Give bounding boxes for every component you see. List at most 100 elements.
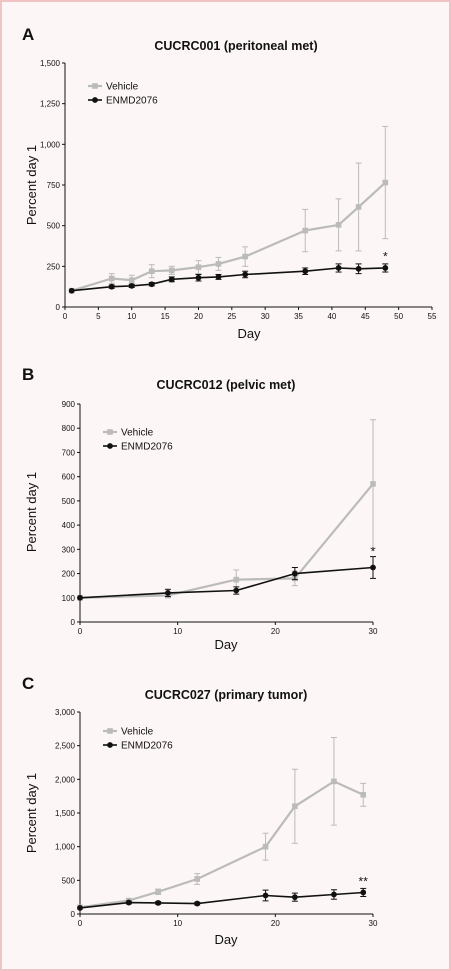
panel-c-enmd2076-line — [79, 891, 364, 909]
panel-b-letter: B — [22, 365, 34, 384]
panel-a-significance-marker: * — [383, 250, 388, 264]
panel-b-y-axis-label: Percent day 1 — [24, 472, 39, 552]
panel-a-enmd2076-point — [68, 287, 75, 294]
panel-c-enmd2076-point — [331, 891, 337, 898]
panel-b-enmd2076-point — [233, 587, 240, 594]
panel-b-enmd2076-point — [370, 564, 376, 571]
panel-c-vehicle-point — [360, 792, 367, 798]
panel-a-enmd2076-point — [355, 265, 362, 272]
panel-a-y-axis-label: Percent day 1 — [24, 145, 39, 225]
panel-a-x-axis-label: Day — [237, 326, 261, 341]
panel-a-legend-item: ENMD2076 — [88, 96, 158, 107]
panel-b-series-enmd2076 — [77, 556, 376, 601]
panel-c-legend-item: Vehicle — [103, 727, 154, 738]
panel-c-vehicle-point — [292, 803, 298, 810]
panel-a-x-tick-label: 40 — [327, 312, 336, 321]
panel-a-enmd2076-point — [128, 282, 135, 289]
panel-a-y-tick-label: 0 — [56, 303, 61, 312]
panel-c-series-vehicle — [77, 737, 367, 911]
panel-c-significance-marker: ** — [359, 875, 369, 889]
panel-a-vehicle-point — [302, 227, 309, 234]
panel-b-y-tick-label: 600 — [62, 473, 76, 482]
panel-b-x-tick-label: 0 — [78, 627, 83, 636]
panel-b-legend-item: Vehicle — [103, 428, 154, 439]
panel-a-enmd2076-point — [148, 281, 155, 288]
panel-c-y-tick-label: 2,500 — [55, 742, 76, 751]
panel-b-x-tick-label: 20 — [271, 627, 280, 636]
panel-c-enmd2076-point — [360, 889, 367, 896]
panel-a-enmd2076-point — [242, 271, 249, 278]
panel-c-vehicle-point — [155, 888, 161, 895]
panel-b-vehicle-line — [79, 483, 374, 599]
panel-b-legend-label: ENMD2076 — [121, 442, 173, 453]
panel-a-y-tick-label: 500 — [47, 222, 61, 231]
panel-a-enmd2076-point — [382, 265, 389, 271]
panel-b-vehicle-point — [233, 576, 240, 583]
panel-a-vehicle-line — [71, 181, 387, 292]
panel-c-vehicle-point — [194, 876, 200, 882]
panel-c-x-tick-label: 10 — [173, 919, 182, 928]
panel-a-vehicle-point — [195, 264, 202, 270]
panel-b-y-tick-label: 0 — [71, 618, 76, 627]
panel-b-legend-marker — [107, 443, 113, 449]
panel-a-enmd2076-point — [302, 268, 309, 275]
panel-a-vehicle-point — [148, 268, 155, 275]
panel-a-x-tick-label: 35 — [294, 312, 303, 321]
panel-a-y-tick-label: 1,250 — [40, 100, 61, 109]
panel-a-plot: 0 250 500 750 1,000 1,250 1,500 0 5 10 15 20 25 30 35 4… — [40, 59, 437, 321]
panel-a-x-tick-label: 20 — [194, 312, 203, 321]
panel-a-legend-label: Vehicle — [106, 82, 139, 93]
panel-c-y-tick-label: 1,500 — [55, 809, 76, 818]
panel-c-y-tick-label: 1,000 — [55, 843, 76, 852]
panel-c-enmd2076-point — [194, 900, 201, 907]
panel-a-legend-marker — [92, 83, 98, 89]
panel-b-y-tick-label: 100 — [62, 594, 76, 603]
panel-b-y-tick-label: 500 — [62, 497, 76, 506]
panel-c-x-axis-label: Day — [214, 932, 238, 947]
panel-c-title: CUCRC027 (primary tumor) — [145, 688, 308, 702]
panel-c-y-tick-label: 0 — [71, 910, 76, 919]
panel-b-plot: 0 100 200 300 400 500 600 700 800 900 0 10 20 30 Vehic… — [62, 400, 378, 636]
panel-a-x-tick-label: 25 — [227, 312, 236, 321]
panel-a-x-tick-label: 45 — [361, 312, 370, 321]
panel-c-y-tick-label: 500 — [62, 876, 76, 885]
panel-c-plot: 0 500 1,000 1,500 2,000 2,500 3,000 0 10 20 30 Vehi… — [55, 708, 378, 928]
panel-c-legend-marker — [107, 728, 113, 734]
panel-b-significance-marker: * — [371, 544, 376, 558]
panel-c-vehicle-line — [79, 780, 364, 909]
panel-a-vehicle-point — [242, 253, 248, 260]
panel-c-x-tick-label: 30 — [369, 919, 378, 928]
panel-a-legend-label: ENMD2076 — [106, 96, 158, 107]
panel-a-x-tick-label: 50 — [394, 312, 403, 321]
panel-c-legend-marker — [107, 742, 113, 748]
panel-a-x-tick-label: 0 — [63, 312, 68, 321]
panel-a-vehicle-point — [382, 179, 389, 186]
panel-a-enmd2076-point — [108, 283, 115, 290]
panel-c-legend-label: Vehicle — [121, 727, 154, 738]
panel-a-vehicle-point — [168, 267, 175, 274]
panel-a-vehicle-point — [108, 275, 115, 282]
panel-b-x-tick-label: 10 — [173, 627, 182, 636]
panel-a-series-enmd2076 — [68, 263, 389, 294]
panel-c-enmd2076-point — [155, 899, 162, 906]
panel-a-vehicle-point — [335, 222, 342, 228]
panel-b-legend: Vehicle ENMD2076 — [103, 428, 173, 453]
chart-panel-b: B CUCRC012 (pelvic met) Percent day 1 Da… — [22, 365, 378, 652]
panel-c-enmd2076-point — [125, 899, 132, 906]
panel-c-y-tick-label: 2,000 — [55, 775, 76, 784]
panel-c-vehicle-point — [262, 843, 269, 850]
panel-c-legend: Vehicle ENMD2076 — [103, 727, 173, 752]
panel-c-enmd2076-point — [291, 894, 298, 901]
panel-b-title: CUCRC012 (pelvic met) — [157, 378, 296, 392]
panel-a-legend-item: Vehicle — [88, 82, 139, 93]
panel-b-enmd2076-point — [77, 594, 83, 601]
panel-a-enmd2076-point — [215, 274, 222, 280]
panel-c-legend-label: ENMD2076 — [121, 741, 173, 752]
panel-a-letter: A — [22, 25, 34, 44]
panel-c-enmd2076-point — [262, 892, 269, 899]
panel-b-vehicle-point — [370, 481, 376, 487]
panel-c-legend-item: ENMD2076 — [103, 741, 173, 752]
panel-b-x-tick-label: 30 — [369, 627, 378, 636]
